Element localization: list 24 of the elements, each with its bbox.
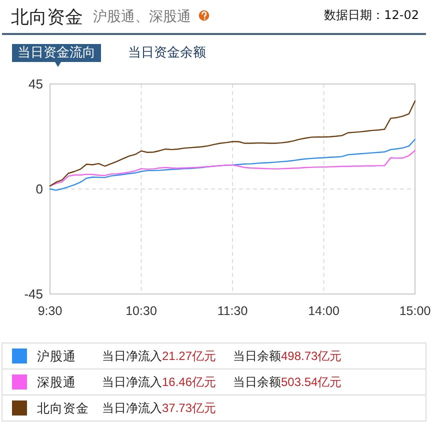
legend-label: 北向资金: [37, 400, 89, 416]
line-series: [49, 138, 416, 191]
line-series: [49, 150, 416, 187]
legend-label: 深股通: [37, 374, 76, 390]
chart-title: 北向资金: [11, 7, 83, 28]
chart-subtitle: 沪股通、深股通: [93, 9, 191, 25]
text: 当日净流入16.46亿元: [102, 375, 216, 389]
y-tick-label: -45: [24, 286, 43, 302]
x-tick-label: 11:30: [217, 304, 248, 318]
x-tick-label: 9:30: [38, 304, 62, 318]
text: 当日余额503.54亿元: [233, 375, 342, 389]
x-tick-label: 15:00: [399, 304, 431, 318]
legend-label: 沪股通: [37, 348, 76, 364]
text: 当日资金流向: [18, 44, 96, 60]
x-tick-label: 10:30: [126, 304, 157, 318]
text: 当日资金余额: [128, 46, 206, 60]
text: 当日余额498.73亿元: [233, 349, 342, 363]
x-tick-label: 14:00: [308, 304, 340, 318]
y-tick-label: 0: [36, 182, 43, 196]
text: 数据日期：12-02: [324, 8, 419, 22]
line-series: [49, 100, 416, 187]
text: 当日净流入37.73亿元: [102, 401, 216, 415]
text: 当日净流入21.27亿元: [102, 349, 216, 363]
y-tick-label: 45: [28, 76, 43, 92]
